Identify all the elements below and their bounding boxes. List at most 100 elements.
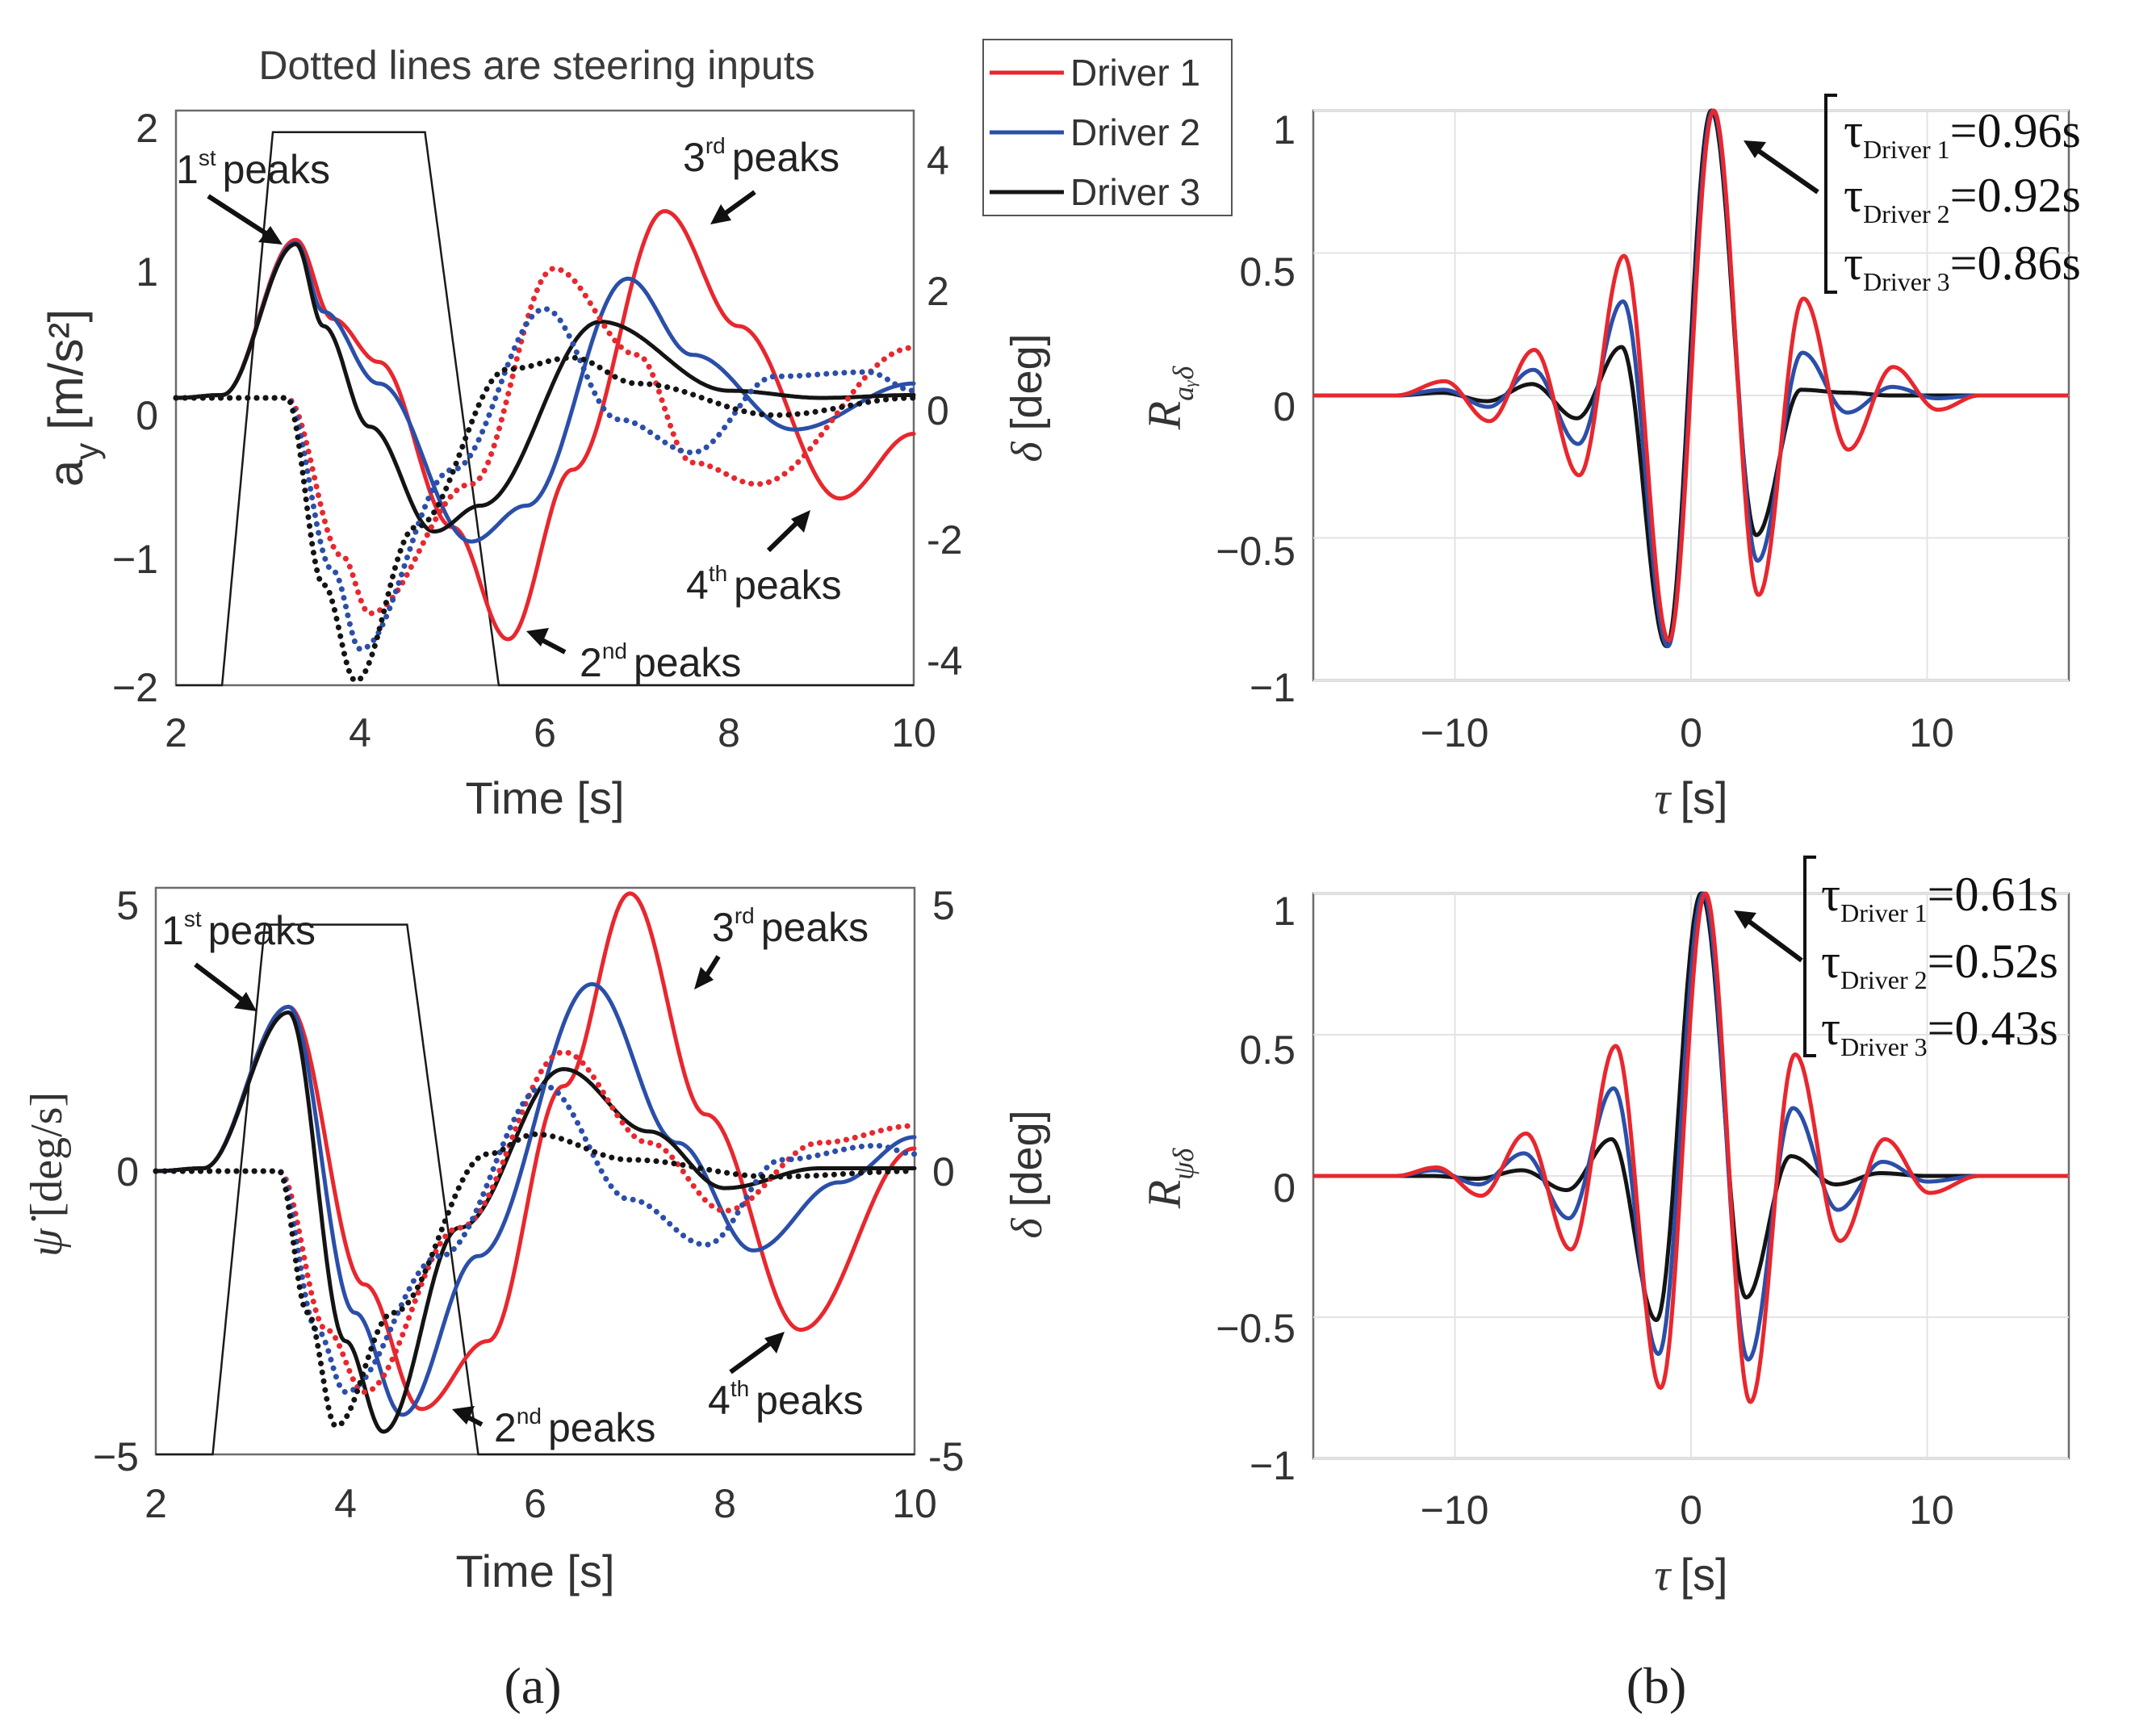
y-axis-label-symbol: a	[39, 459, 93, 487]
legend-label-driver-2: Driver 2	[1070, 111, 1200, 153]
y2-axis-label-symbol: δ	[1003, 441, 1051, 462]
x-axis-label-unit: [s]	[1680, 772, 1727, 823]
x-tick-label: 10	[891, 710, 936, 755]
y-tick-label: 1	[1273, 889, 1296, 934]
y2-tick-label: -2	[927, 517, 962, 563]
y2-tick-label: -4	[927, 638, 962, 684]
steering-input-line-driver-3	[173, 354, 917, 684]
arrowhead	[791, 510, 810, 533]
panel-label-a: (a)	[504, 1657, 561, 1714]
y-axis-label-unit: [m/s²]	[39, 309, 93, 430]
y-axis-label-symbol: R	[1138, 1180, 1191, 1209]
annotation-1st-peaks: 1st peaks	[161, 906, 316, 1011]
x-tick-label: 0	[1680, 710, 1702, 755]
x-tick-label: 6	[534, 710, 556, 755]
annotation-2nd-peaks: 2nd peaks	[452, 1404, 655, 1450]
x-axis-label-symbol: τ	[1654, 1550, 1672, 1600]
arrowhead	[1734, 910, 1756, 929]
steering-input-line-driver-2	[173, 306, 917, 652]
x-tick-label: −10	[1421, 1487, 1489, 1533]
y2-axis-label-unit: [deg]	[1003, 333, 1051, 430]
x-tick-label: 10	[1909, 710, 1954, 755]
chart-lateral-acceleration: 2 1 0 −1 −2 4 2 0 -2 -4 2 4 6 8 10 Time …	[39, 106, 1051, 823]
steering-profile-line	[176, 131, 914, 687]
tau-annotation: τDriver 1=0.61s τDriver 2=0.52s τDriver …	[1734, 856, 2058, 1061]
y-tick-label: −5	[93, 1434, 139, 1479]
svg-text:Rψ̇δ: Rψ̇δ	[1138, 1147, 1199, 1209]
svg-text:ψ̇[deg/s]: ψ̇[deg/s]	[22, 1092, 72, 1257]
y-tick-label: 1	[1273, 107, 1296, 153]
steering-note: Dotted lines are steering inputs	[258, 43, 814, 88]
y-tick-label: −2	[112, 665, 158, 710]
chart-cross-correlation-ay: 1 0.5 0 −0.5 −1 −10 0 10 τ [s] Raᵧδ τDriv…	[1138, 94, 2081, 824]
correlation-line-driver-1	[1312, 891, 2070, 1404]
annotation-3rd-peaks: 3rd peaks	[683, 133, 839, 224]
x-tick-label: 2	[144, 1481, 167, 1526]
response-line-driver-3	[153, 1010, 917, 1434]
y-tick-label: 0	[136, 393, 158, 438]
annotation-3rd-peaks: 3rd peaks	[694, 903, 869, 990]
x-axis-label: τ [s]	[1654, 772, 1727, 824]
arrowhead	[694, 967, 714, 990]
arrow-line	[1752, 145, 1819, 195]
y2-axis-label-symbol: δ	[1003, 1218, 1051, 1239]
tau-driver-3: τDriver 3=0.43s	[1821, 1002, 2058, 1061]
y2-tick-label: 5	[932, 883, 955, 928]
annotation-4th-peaks: 4th peaks	[686, 510, 842, 608]
tau-driver-1: τDriver 1=0.61s	[1821, 868, 2058, 927]
y-tick-label: 2	[136, 106, 158, 151]
tau-driver-3: τDriver 3=0.86s	[1844, 236, 2081, 296]
tau-driver-1: τDriver 1=0.96s	[1844, 104, 2081, 164]
steering-profile-line	[156, 923, 915, 1456]
x-tick-label: 4	[334, 1481, 357, 1526]
x-tick-label: −10	[1421, 710, 1489, 755]
y-axis-label: Raᵧδ	[1138, 366, 1199, 431]
y-tick-label: −0.5	[1216, 529, 1296, 574]
legend-box	[982, 39, 1233, 216]
y2-tick-label: 0	[927, 388, 949, 433]
y-axis-label-unit: [deg/s]	[22, 1092, 72, 1218]
steering-input-line-driver-3	[153, 1131, 918, 1429]
x-tick-label: 6	[524, 1481, 546, 1526]
chart-cross-correlation-yaw: 1 0.5 0 −0.5 −1 −10 0 10 τ [s] Rψ̇δ τDriv…	[1138, 856, 2070, 1600]
y-axis-label-subscript: ψ̇δ	[1167, 1147, 1199, 1179]
tau-driver-2: τDriver 2=0.92s	[1844, 169, 2081, 228]
x-tick-label: 4	[349, 710, 371, 755]
svg-text:δ[deg]: δ [deg]	[1003, 1110, 1051, 1238]
response-line-driver-3	[174, 242, 916, 533]
y2-tick-label: 0	[932, 1149, 955, 1195]
series-layer	[1312, 891, 2070, 1459]
arrowhead	[710, 204, 731, 224]
correlation-line-driver-1	[1312, 108, 2070, 643]
y-axis-label: ψ̇[deg/s]	[22, 1092, 72, 1257]
x-tick-label: 8	[718, 710, 740, 755]
arrow-line	[1744, 916, 1803, 963]
y-tick-label: −1	[1250, 1443, 1296, 1488]
y-axis-label-subscript: y	[68, 443, 106, 460]
y-tick-label: −0.5	[1216, 1306, 1296, 1351]
legend-label-driver-3: Driver 3	[1070, 171, 1200, 213]
y2-tick-label: -5	[928, 1434, 964, 1479]
series-layer	[1312, 108, 2070, 681]
arrow-line	[207, 194, 276, 241]
y-tick-label: 0.5	[1239, 249, 1296, 295]
x-axis-label: Time [s]	[465, 772, 624, 823]
legend-label-driver-1: Driver 1	[1070, 52, 1200, 94]
y-axis-label: Rψ̇δ	[1138, 1147, 1199, 1209]
svg-text:ay[m/s²]: ay [m/s²]	[39, 309, 106, 487]
x-axis-label-symbol: τ	[1654, 774, 1672, 824]
panel-label-b: (b)	[1626, 1657, 1687, 1714]
y-tick-label: −1	[1250, 665, 1296, 710]
bracket	[1803, 856, 1816, 1057]
legend: Driver 1 Driver 2 Driver 3	[982, 39, 1233, 216]
y-axis-label-symbol: R	[1138, 401, 1191, 430]
y-tick-label: 0	[1273, 1165, 1296, 1211]
chart-yaw-rate: 5 0 −5 5 0 -5 2 4 6 8 10 Time [s] ψ̇[deg…	[22, 883, 1051, 1596]
